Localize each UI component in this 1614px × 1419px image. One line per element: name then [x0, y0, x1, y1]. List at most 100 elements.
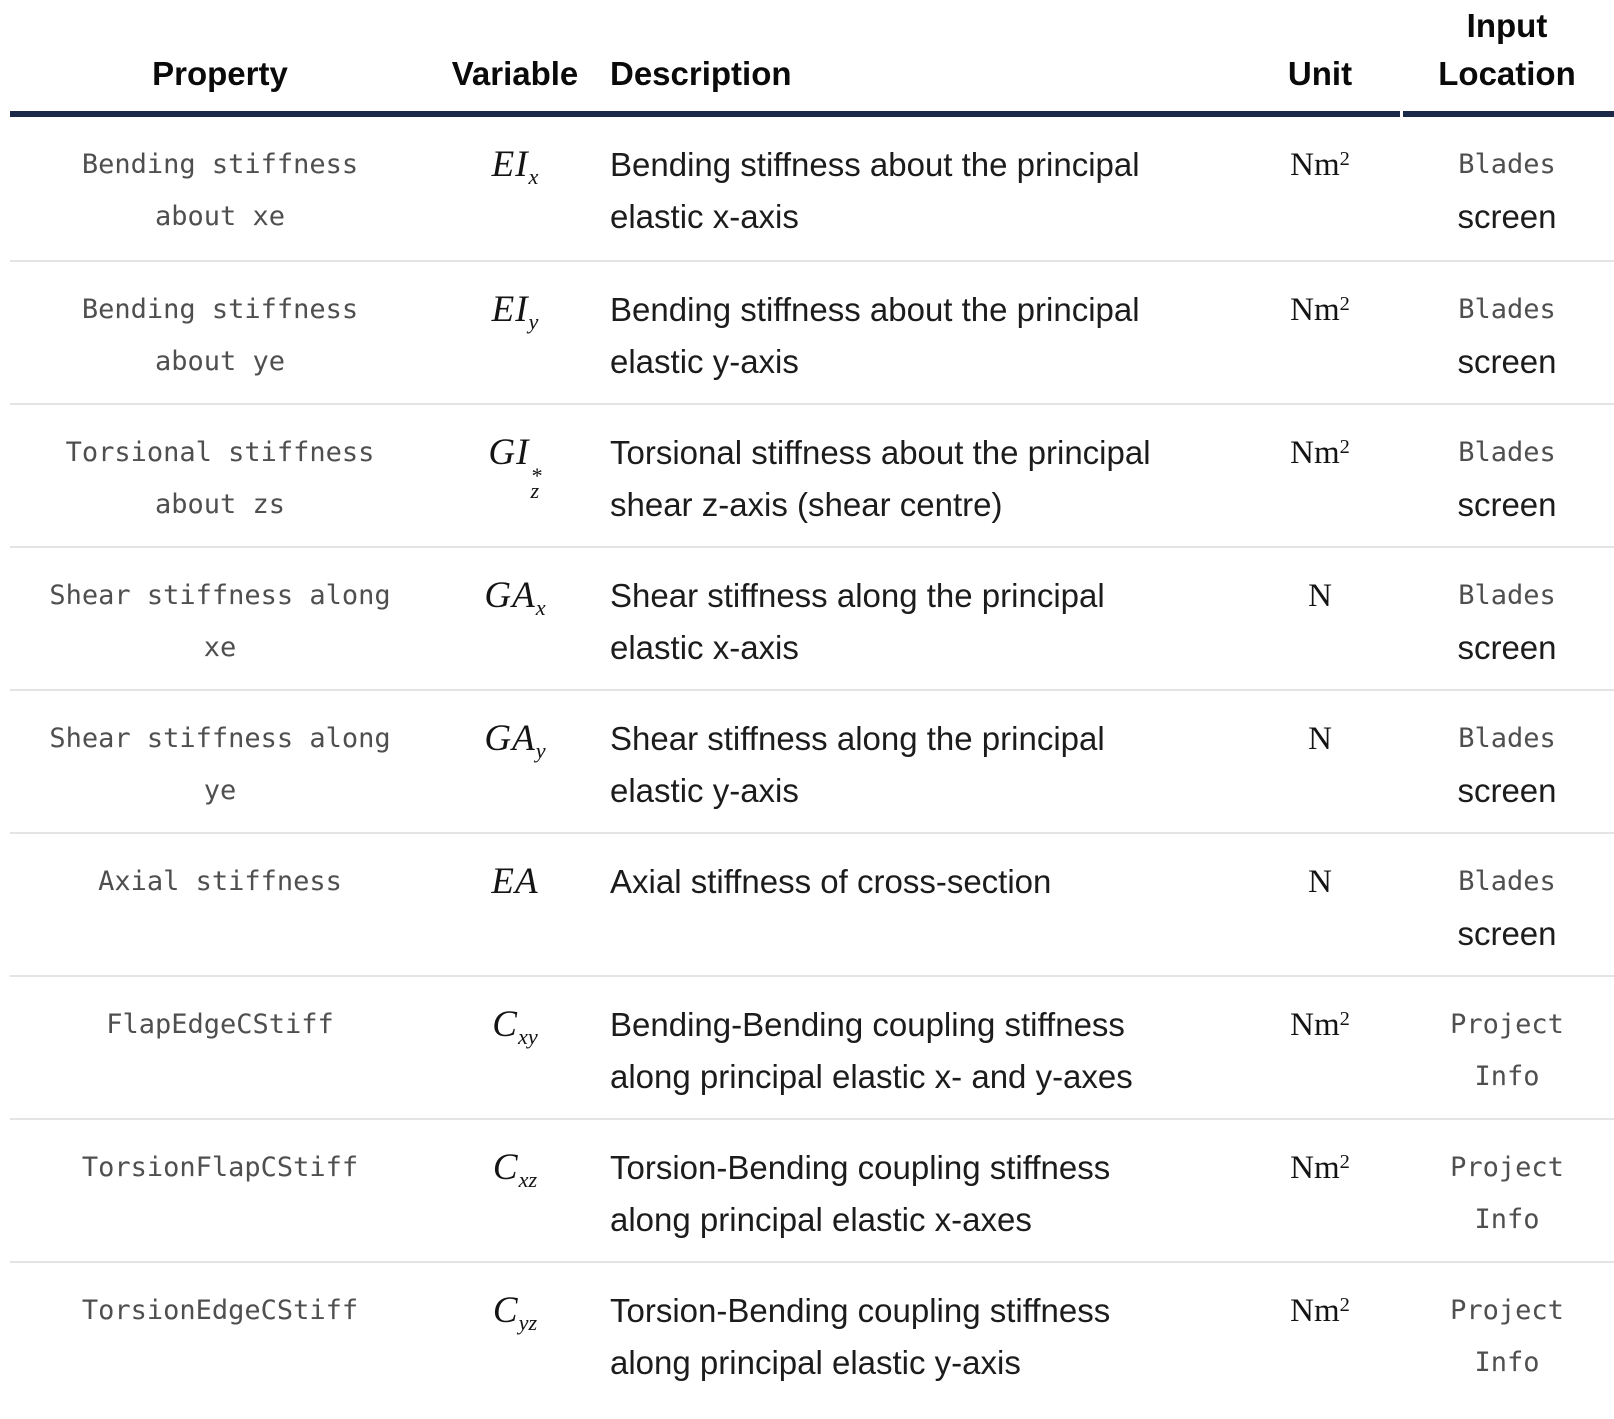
table-row: Shear stiffness along xe GAx Shear stiff…: [10, 546, 1614, 689]
unit-cell: N: [1240, 691, 1400, 779]
table-row: TorsionFlapCStiff Cxz Torsion-Bending co…: [10, 1118, 1614, 1261]
input-location-cell: Blades screen: [1400, 117, 1614, 251]
table-row: Bending stiffness about ye EIy Bending s…: [10, 260, 1614, 403]
description-cell: Shear stiffness along the principal elas…: [610, 720, 1105, 809]
location-code-text: Project Info: [1450, 1295, 1564, 1378]
variable-cell: Cxz: [430, 1120, 600, 1214]
description-cell: Torsion-Bending coupling stiffness along…: [610, 1292, 1111, 1381]
variable-symbol: Cxz: [492, 1147, 538, 1192]
location-code-text: Blades: [1458, 866, 1556, 897]
property-code-text: Shear stiffness along xe: [49, 580, 391, 663]
table-header-row: Property Variable Description Unit Input…: [10, 0, 1614, 117]
unit-cell: Nm2: [1240, 1120, 1400, 1208]
table-row: TorsionEdgeCStiff Cyz Torsion-Bending co…: [10, 1261, 1614, 1404]
property-cell: Shear stiffness along ye: [10, 691, 430, 825]
variable-cell: EA: [430, 834, 600, 923]
variable-cell: Cxy: [430, 977, 600, 1071]
unit-cell: Nm2: [1240, 405, 1400, 493]
input-location-cell: Project Info: [1400, 977, 1614, 1111]
location-code-text: Blades: [1458, 294, 1556, 325]
location-plain-text: screen: [1457, 198, 1557, 235]
location-code-text: Project Info: [1450, 1009, 1564, 1092]
property-code-text: Axial stiffness: [98, 866, 342, 897]
property-cell: Torsional stiffness about zs: [10, 405, 430, 539]
header-property: Property: [10, 48, 430, 117]
unit-symbol: Nm2: [1290, 1007, 1350, 1043]
location-plain-text: screen: [1457, 772, 1557, 809]
unit-cell: N: [1240, 548, 1400, 636]
location-plain-text: screen: [1457, 629, 1557, 666]
property-cell: TorsionEdgeCStiff: [10, 1263, 430, 1345]
property-code-text: Shear stiffness along ye: [49, 723, 391, 806]
variable-cell: EIx: [430, 117, 600, 211]
unit-symbol: Nm2: [1290, 435, 1350, 471]
variable-symbol: GAx: [484, 575, 546, 620]
description-cell: Axial stiffness of cross-section: [610, 863, 1052, 900]
variable-symbol: EIx: [491, 144, 539, 189]
table-row: Torsional stiffness about zs GI * z Torsio…: [10, 403, 1614, 546]
variable-cell: GAx: [430, 548, 600, 642]
table-body: Bending stiffness about xe EIx Bending s…: [10, 117, 1614, 1404]
description-cell: Shear stiffness along the principal elas…: [610, 577, 1105, 666]
variable-symbol: Cyz: [492, 1290, 538, 1335]
property-code-text: TorsionFlapCStiff: [81, 1152, 359, 1183]
location-plain-text: screen: [1457, 343, 1557, 380]
location-code-text: Blades: [1458, 149, 1556, 180]
property-cell: FlapEdgeCStiff: [10, 977, 430, 1059]
property-cell: Bending stiffness about xe: [10, 117, 430, 251]
property-cell: Shear stiffness along xe: [10, 548, 430, 682]
property-cell: Axial stiffness: [10, 834, 430, 916]
property-code-text: FlapEdgeCStiff: [106, 1009, 334, 1040]
property-code-text: Bending stiffness about ye: [81, 294, 359, 377]
variable-symbol: EIy: [491, 289, 539, 334]
property-code-text: TorsionEdgeCStiff: [81, 1295, 359, 1326]
description-cell: Torsion-Bending coupling stiffness along…: [610, 1149, 1111, 1238]
variable-cell: EIy: [430, 262, 600, 356]
variable-symbol: EA: [491, 861, 539, 902]
unit-symbol: N: [1308, 864, 1332, 900]
property-code-text: Torsional stiffness about zs: [65, 437, 375, 520]
location-code-text: Blades: [1458, 580, 1556, 611]
table-row: Shear stiffness along ye GAy Shear stiff…: [10, 689, 1614, 832]
unit-symbol: Nm2: [1290, 1150, 1350, 1186]
input-location-cell: Blades screen: [1400, 548, 1614, 682]
input-location-cell: Blades screen: [1400, 834, 1614, 968]
input-location-cell: Blades screen: [1400, 405, 1614, 539]
location-code-text: Blades: [1458, 437, 1556, 468]
header-variable: Variable: [430, 48, 600, 117]
location-plain-text: screen: [1457, 915, 1557, 952]
property-cell: TorsionFlapCStiff: [10, 1120, 430, 1202]
unit-symbol: N: [1308, 578, 1332, 614]
input-location-cell: Blades screen: [1400, 262, 1614, 396]
header-description: Description: [600, 48, 1240, 117]
table-row: FlapEdgeCStiff Cxy Bending-Bending coupl…: [10, 975, 1614, 1118]
unit-cell: Nm2: [1240, 977, 1400, 1065]
description-cell: Torsional stiffness about the principal …: [610, 434, 1151, 523]
table-row: Bending stiffness about xe EIx Bending s…: [10, 117, 1614, 260]
location-code-text: Project Info: [1450, 1152, 1564, 1235]
input-location-cell: Blades screen: [1400, 691, 1614, 825]
variable-cell: GAy: [430, 691, 600, 785]
header-unit: Unit: [1240, 48, 1400, 117]
header-input-location: Input Location: [1400, 0, 1614, 117]
description-cell: Bending-Bending coupling stiffness along…: [610, 1006, 1133, 1095]
unit-cell: Nm2: [1240, 117, 1400, 205]
variable-symbol: Cxy: [492, 1004, 538, 1049]
unit-cell: N: [1240, 834, 1400, 922]
table-row: Axial stiffness EA Axial stiffness of cr…: [10, 832, 1614, 975]
property-code-text: Bending stiffness about xe: [81, 149, 359, 232]
unit-cell: Nm2: [1240, 262, 1400, 350]
location-code-text: Blades: [1458, 723, 1556, 754]
description-cell: Bending stiffness about the principal el…: [610, 291, 1140, 380]
unit-symbol: N: [1308, 721, 1332, 757]
variable-symbol: GI * z: [488, 432, 542, 504]
location-plain-text: screen: [1457, 486, 1557, 523]
unit-symbol: Nm2: [1290, 1293, 1350, 1329]
description-cell: Bending stiffness about the principal el…: [610, 146, 1140, 235]
input-location-cell: Project Info: [1400, 1263, 1614, 1397]
property-cell: Bending stiffness about ye: [10, 262, 430, 396]
unit-cell: Nm2: [1240, 1263, 1400, 1351]
variable-cell: GI * z: [430, 405, 600, 507]
variable-cell: Cyz: [430, 1263, 600, 1357]
